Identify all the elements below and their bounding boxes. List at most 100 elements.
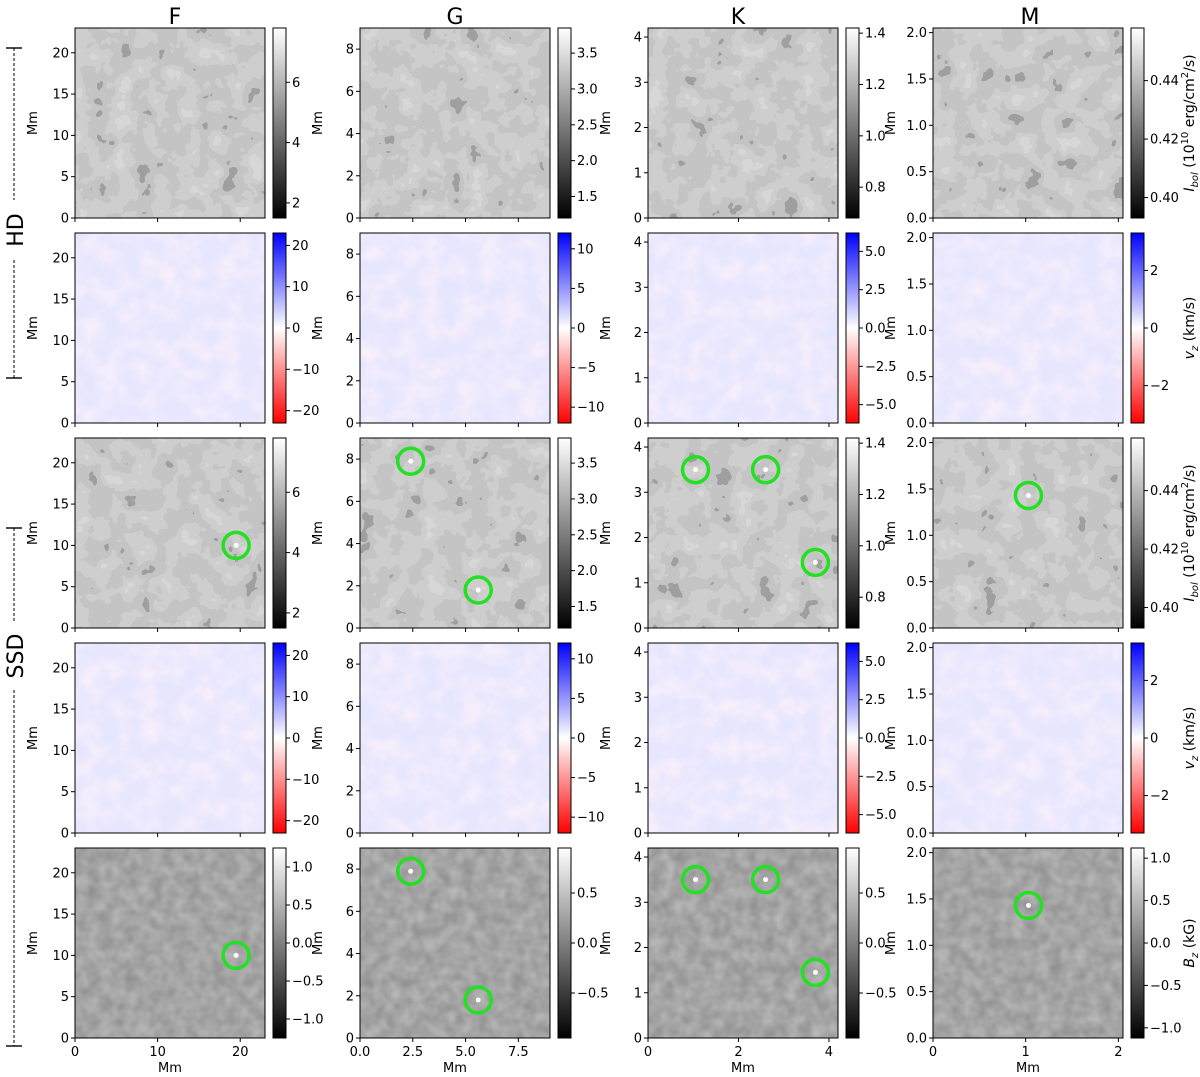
y-tick-label: 8 [346,453,354,468]
y-tick-label: 0.5 [906,780,927,795]
colorbar-tick-label: 2.5 [865,283,886,298]
y-tick-label: 2.0 [906,231,927,246]
y-axis-label: Mm [311,111,326,135]
colorbar [845,437,860,629]
y-tick-label: 4 [634,646,642,661]
colorbar-tick-label: −10 [577,811,604,826]
panel-frame [359,642,551,834]
colorbar-label-part: (km/s) [1182,297,1198,346]
y-tick-label: 8 [346,43,354,58]
panel-frame [359,232,551,424]
panel-f-row1: 0 5 10 15 20 Mm 2 4 6 [26,27,300,227]
colorbar-tick-label: 2 [1150,264,1158,279]
colorbar-tick-label: −5 [577,361,596,376]
y-tick-label: 1.0 [906,324,927,339]
colorbar-tick-label: 0.40 [1150,601,1179,616]
colorbar-tick-label: 6 [292,76,300,91]
marker-feature [812,559,818,565]
colorbar-tick-label: 0 [1150,322,1158,337]
x-axis-label: Mm [443,1061,467,1076]
marker-feature [233,542,239,548]
colorbar-tick-label: 5 [577,692,585,707]
y-tick-label: 2 [634,326,642,341]
colorbar-tick-label: −10 [292,363,319,378]
panel-frame [74,27,266,219]
colorbar-tick-label: 3.0 [577,492,598,507]
colorbar-tick-label: 1.5 [577,600,598,615]
y-tick-label: 2.0 [906,436,927,451]
colorbar-tick-label: 0 [1150,732,1158,747]
colorbar-tick-label: −5 [577,771,596,786]
panel-frame [359,437,551,629]
panel-k-row1: 0 1 2 3 4 Mm 0.8 1.0 1.2 1.4 [599,27,886,227]
colorbar-tick-label: 0.0 [865,732,886,747]
colorbar-tick-label: 20 [292,649,309,664]
colorbar-tick-label: 1.2 [865,488,886,503]
y-tick-label: 0 [634,622,642,637]
colorbar-label-part: /s) [1182,464,1198,481]
x-axis-label: Mm [731,1061,755,1076]
colorbar-tick-label: 5.0 [865,245,886,260]
y-tick-label: 2 [634,531,642,546]
colorbar-tick-label: −1.0 [292,1013,324,1028]
colorbar-label: Ibol (1010 erg/cm2/s) [1180,54,1200,191]
x-tick-label: 4 [825,1045,833,1060]
hd-row-bracket: HD [4,47,29,379]
colorbar-tick-label: 10 [577,242,594,257]
panel-frame [74,437,266,629]
y-tick-label: 8 [346,248,354,263]
colorbar-label-part: 2 [1180,72,1191,78]
heatmap-texture [360,233,550,423]
colorbar-tick-label: −20 [292,404,319,419]
y-tick-label: 2 [634,121,642,136]
y-tick-label: 10 [52,744,69,759]
y-tick-label: 0 [61,622,69,637]
y-tick-label: 20 [52,661,69,676]
panel-frame [647,437,839,629]
colorbar-tick-label: −5.0 [865,808,897,823]
marker-circle [800,547,831,578]
y-tick-label: 10 [52,949,69,964]
y-tick-label: 0 [61,1032,69,1047]
colorbar-tick-label: 0.40 [1150,191,1179,206]
colorbar-tick-label: 0 [292,732,300,747]
heatmap-texture [75,28,265,218]
colorbar-tick-label: −0.5 [292,975,324,990]
panel-k-row4: 0 1 2 3 4 Mm −5.0 −2.5 0.0 2.5 5.0 [599,642,897,842]
y-axis-label: Mm [599,111,614,135]
colorbar [845,232,860,424]
marker-circle [463,575,493,605]
colorbar-tick-label: 1.0 [865,129,886,144]
heatmap-texture [360,643,550,833]
panel-g-row3: 0 2 4 6 8 Mm 1.5 2.0 2.5 3.0 3.5 [311,437,598,637]
colorbar-tick-label: 2 [1150,674,1158,689]
y-tick-label: 0 [346,622,354,637]
heatmap-texture [75,233,265,423]
y-tick-label: 0.5 [906,370,927,385]
y-tick-label: 4 [346,947,354,962]
marker-feature [408,458,414,464]
colorbar-label-part: (10 [1182,144,1198,172]
y-axis-label: Mm [599,726,614,750]
ssd-row-bracket: SSD [4,527,29,1047]
panel-g-row4: 0 2 4 6 8 Mm −10 −5 0 5 10 [311,642,604,842]
colorbar [1130,232,1145,424]
y-tick-label: 0.5 [906,575,927,590]
panel-frame [647,847,839,1039]
heatmap-texture [648,233,838,423]
colorbar-tick-label: 0.44 [1150,74,1179,89]
colorbar-tick-label: −2 [1150,789,1169,804]
y-tick-label: 6 [346,85,354,100]
x-tick-label: 2 [1114,1045,1122,1060]
colorbar-label-part: v [1182,760,1198,769]
y-tick-label: 1.0 [906,529,927,544]
colorbar-label-part: (10 [1182,554,1198,582]
y-tick-label: 4 [346,127,354,142]
y-tick-label: 0 [61,417,69,432]
y-tick-label: 1.0 [906,734,927,749]
heatmap-texture [360,28,550,218]
y-axis-label: Mm [311,726,326,750]
panel-m-row4: 0.0 0.5 1.0 1.5 2.0 Mm −2 0 2 vz (km/s) [884,641,1200,841]
y-axis-label: Mm [884,316,899,340]
colorbar-label-part: 10 [1180,542,1191,555]
